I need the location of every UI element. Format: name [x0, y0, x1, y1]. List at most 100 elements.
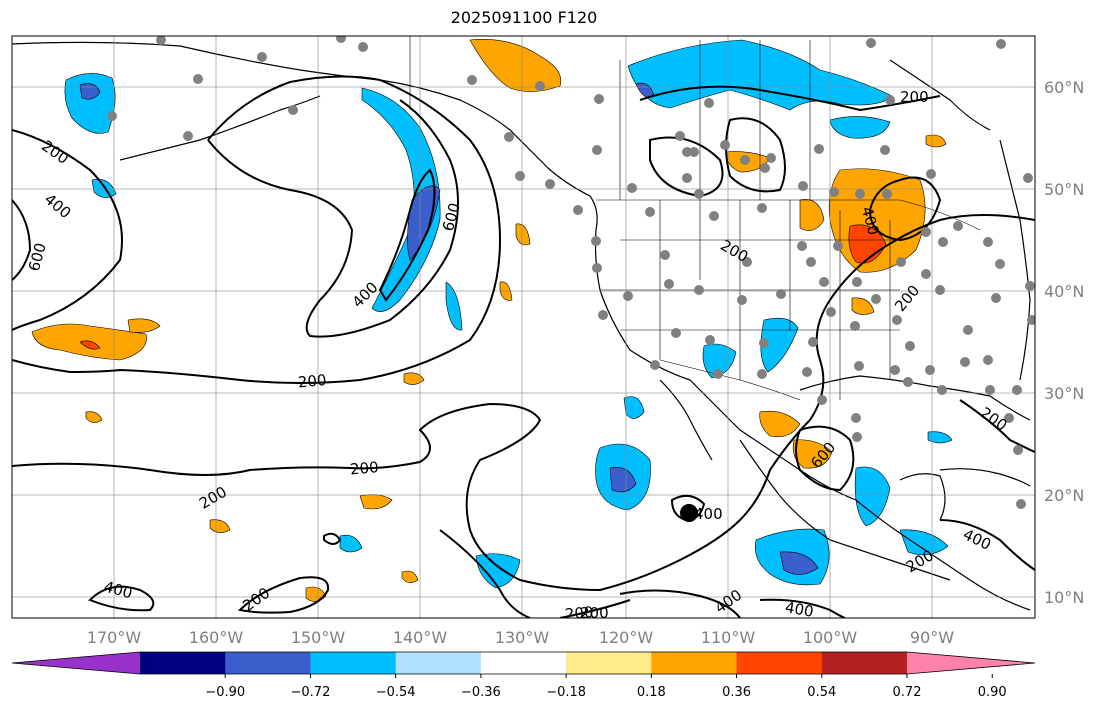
station-dot — [742, 257, 752, 267]
colorbar-tick-labels: −0.90 −0.72 −0.54 −0.36 −0.18 0.18 0.36 0.54 0.7… — [205, 685, 1006, 700]
station-dot — [737, 295, 747, 305]
station-dot — [850, 321, 860, 331]
station-dot — [694, 285, 704, 295]
station-dot — [935, 285, 945, 295]
station-dot — [720, 140, 730, 150]
contour-line — [559, 599, 631, 618]
station-dot — [504, 132, 514, 142]
station-dot — [660, 250, 670, 260]
shaded-anomalies — [31, 39, 953, 602]
contour-line — [670, 494, 706, 522]
shade-blue — [361, 87, 441, 312]
station-dot — [713, 369, 723, 379]
station-dot — [682, 147, 692, 157]
station-dot — [740, 155, 750, 165]
shade-blue — [475, 553, 521, 589]
shade-orange — [799, 199, 825, 231]
lat-label: 30°N — [1044, 384, 1084, 403]
station-dot — [675, 131, 685, 141]
lon-label: 120°W — [599, 628, 654, 647]
station-dot — [854, 361, 864, 371]
station-dot — [896, 257, 906, 267]
contour-label: 200 — [564, 603, 594, 623]
station-dot — [760, 163, 770, 173]
state-lines — [600, 200, 900, 400]
shade-blue — [445, 281, 463, 331]
contour-line — [323, 532, 342, 545]
shade-darkblue — [79, 83, 101, 100]
shade-blue — [623, 396, 645, 419]
station-dot — [926, 169, 936, 179]
contour-label: 400 — [784, 598, 815, 621]
contour-line — [939, 519, 1035, 571]
shade-blue — [91, 179, 117, 198]
station-dot — [1027, 315, 1035, 325]
station-dot — [855, 189, 865, 199]
contour-label: 200 — [297, 371, 327, 391]
station-dot — [985, 385, 995, 395]
chart-title: 2025091100 F120 — [450, 8, 598, 27]
lon-label: 170°W — [87, 628, 142, 647]
colorbar-tick-label: −0.18 — [546, 685, 586, 700]
station-dot — [814, 144, 824, 154]
shade-orange — [792, 439, 833, 469]
station-dot — [960, 357, 970, 367]
contour-label: 200 — [900, 88, 929, 106]
station-dot — [682, 173, 692, 183]
station-dot — [689, 147, 699, 157]
station-dot — [1023, 173, 1033, 183]
shade-orange — [469, 39, 562, 92]
colorbar-tick-label: 0.90 — [978, 685, 1007, 700]
longitude-labels: 170°W 160°W 150°W 140°W 130°W 120°W 110°… — [87, 628, 954, 647]
station-dot — [156, 36, 166, 45]
colorbar-extend-min — [12, 652, 140, 674]
station-dot — [925, 365, 935, 375]
station-dot — [937, 385, 947, 395]
station-dot — [903, 377, 913, 387]
station-dot — [797, 241, 807, 251]
lon-label: 140°W — [393, 628, 448, 647]
station-dot — [776, 289, 786, 299]
lat-label: 40°N — [1044, 282, 1084, 301]
contour-line — [378, 168, 436, 302]
shade-orange — [85, 411, 103, 423]
shade-orange — [759, 410, 801, 438]
station-dot — [963, 325, 973, 335]
colorbar-segment — [566, 652, 652, 674]
contour-line — [88, 585, 155, 612]
contour-line — [868, 176, 942, 242]
contour-line — [12, 129, 123, 331]
station-dot — [759, 338, 769, 348]
station-dot — [573, 205, 583, 215]
lon-label: 90°W — [910, 628, 954, 647]
station-dot — [592, 263, 602, 273]
contour-line — [759, 598, 846, 618]
station-dot — [921, 269, 931, 279]
coast-east — [999, 139, 1031, 381]
shade-orange — [401, 570, 419, 583]
shade-darkblue — [779, 551, 819, 575]
colorbar-outline — [11, 651, 1036, 675]
station-dot — [995, 259, 1005, 269]
lon-label: 110°W — [701, 628, 756, 647]
lat-label: 50°N — [1044, 180, 1084, 199]
station-dot — [705, 335, 715, 345]
station-dot — [757, 203, 767, 213]
lon-label: 100°W — [803, 628, 858, 647]
shade-blue — [64, 73, 116, 134]
shade-orange — [209, 519, 231, 533]
station-dot — [709, 211, 719, 221]
shade-blue — [854, 466, 891, 527]
station-dot — [257, 52, 267, 62]
colorbar-segment — [480, 652, 567, 674]
contour-label: 200 — [349, 458, 379, 478]
colorbar-extend-max — [907, 652, 1035, 674]
colorbar-tick-label: −0.90 — [205, 685, 245, 700]
colorbar-segment — [140, 652, 226, 674]
contour-line — [237, 576, 330, 614]
contour-line — [12, 199, 32, 281]
station-dot — [829, 187, 839, 197]
contour-line — [649, 136, 724, 198]
lon-label: 160°W — [189, 628, 244, 647]
station-dot — [921, 227, 931, 237]
